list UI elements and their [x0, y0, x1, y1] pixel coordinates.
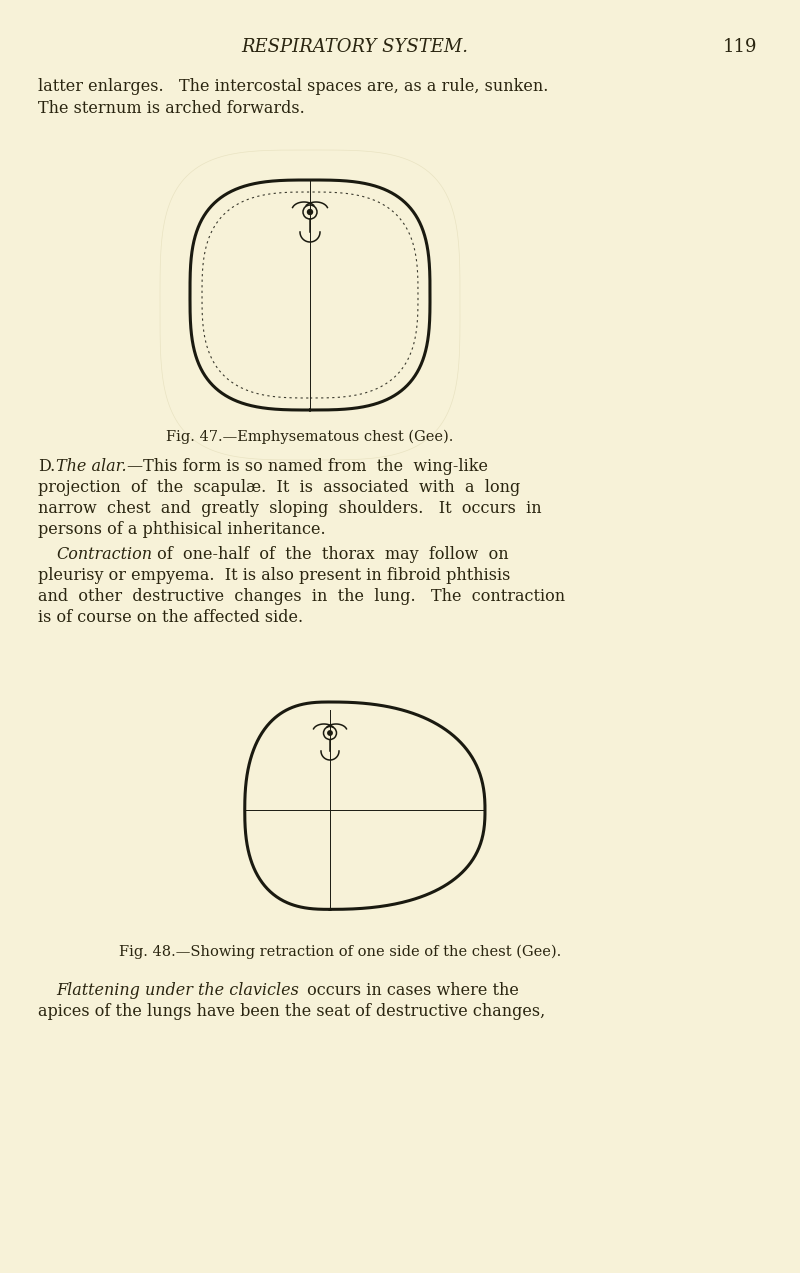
- Text: apices of the lungs have been the seat of destructive changes,: apices of the lungs have been the seat o…: [38, 1003, 546, 1020]
- Text: occurs in cases where the: occurs in cases where the: [302, 981, 519, 999]
- Circle shape: [307, 210, 313, 214]
- Text: is of course on the affected side.: is of course on the affected side.: [38, 608, 303, 626]
- Text: projection  of  the  scapulæ.  It  is  associated  with  a  long: projection of the scapulæ. It is associa…: [38, 479, 520, 496]
- Text: Flattening under the clavicles: Flattening under the clavicles: [56, 981, 299, 999]
- Text: Contraction: Contraction: [56, 546, 152, 563]
- Text: Fig. 47.—Emphysematous chest (Gee).: Fig. 47.—Emphysematous chest (Gee).: [166, 430, 454, 444]
- Text: —This form is so named from  the  wing-like: —This form is so named from the wing-lik…: [127, 458, 488, 475]
- Text: Fig. 48.—Showing retraction of one side of the chest (Gee).: Fig. 48.—Showing retraction of one side …: [119, 945, 561, 960]
- Text: 119: 119: [722, 38, 758, 56]
- Text: The alar.: The alar.: [56, 458, 126, 475]
- Circle shape: [328, 731, 332, 736]
- Text: RESPIRATORY SYSTEM.: RESPIRATORY SYSTEM.: [242, 38, 469, 56]
- Text: persons of a phthisical inheritance.: persons of a phthisical inheritance.: [38, 521, 326, 538]
- Text: pleurisy or empyema.  It is also present in fibroid phthisis: pleurisy or empyema. It is also present …: [38, 566, 510, 584]
- Text: narrow  chest  and  greatly  sloping  shoulders.   It  occurs  in: narrow chest and greatly sloping shoulde…: [38, 500, 542, 517]
- Text: latter enlarges.   The intercostal spaces are, as a rule, sunken.: latter enlarges. The intercostal spaces …: [38, 78, 548, 95]
- Text: and  other  destructive  changes  in  the  lung.   The  contraction: and other destructive changes in the lun…: [38, 588, 565, 605]
- Text: of  one-half  of  the  thorax  may  follow  on: of one-half of the thorax may follow on: [152, 546, 509, 563]
- Text: The sternum is arched forwards.: The sternum is arched forwards.: [38, 101, 305, 117]
- Text: D.: D.: [38, 458, 55, 475]
